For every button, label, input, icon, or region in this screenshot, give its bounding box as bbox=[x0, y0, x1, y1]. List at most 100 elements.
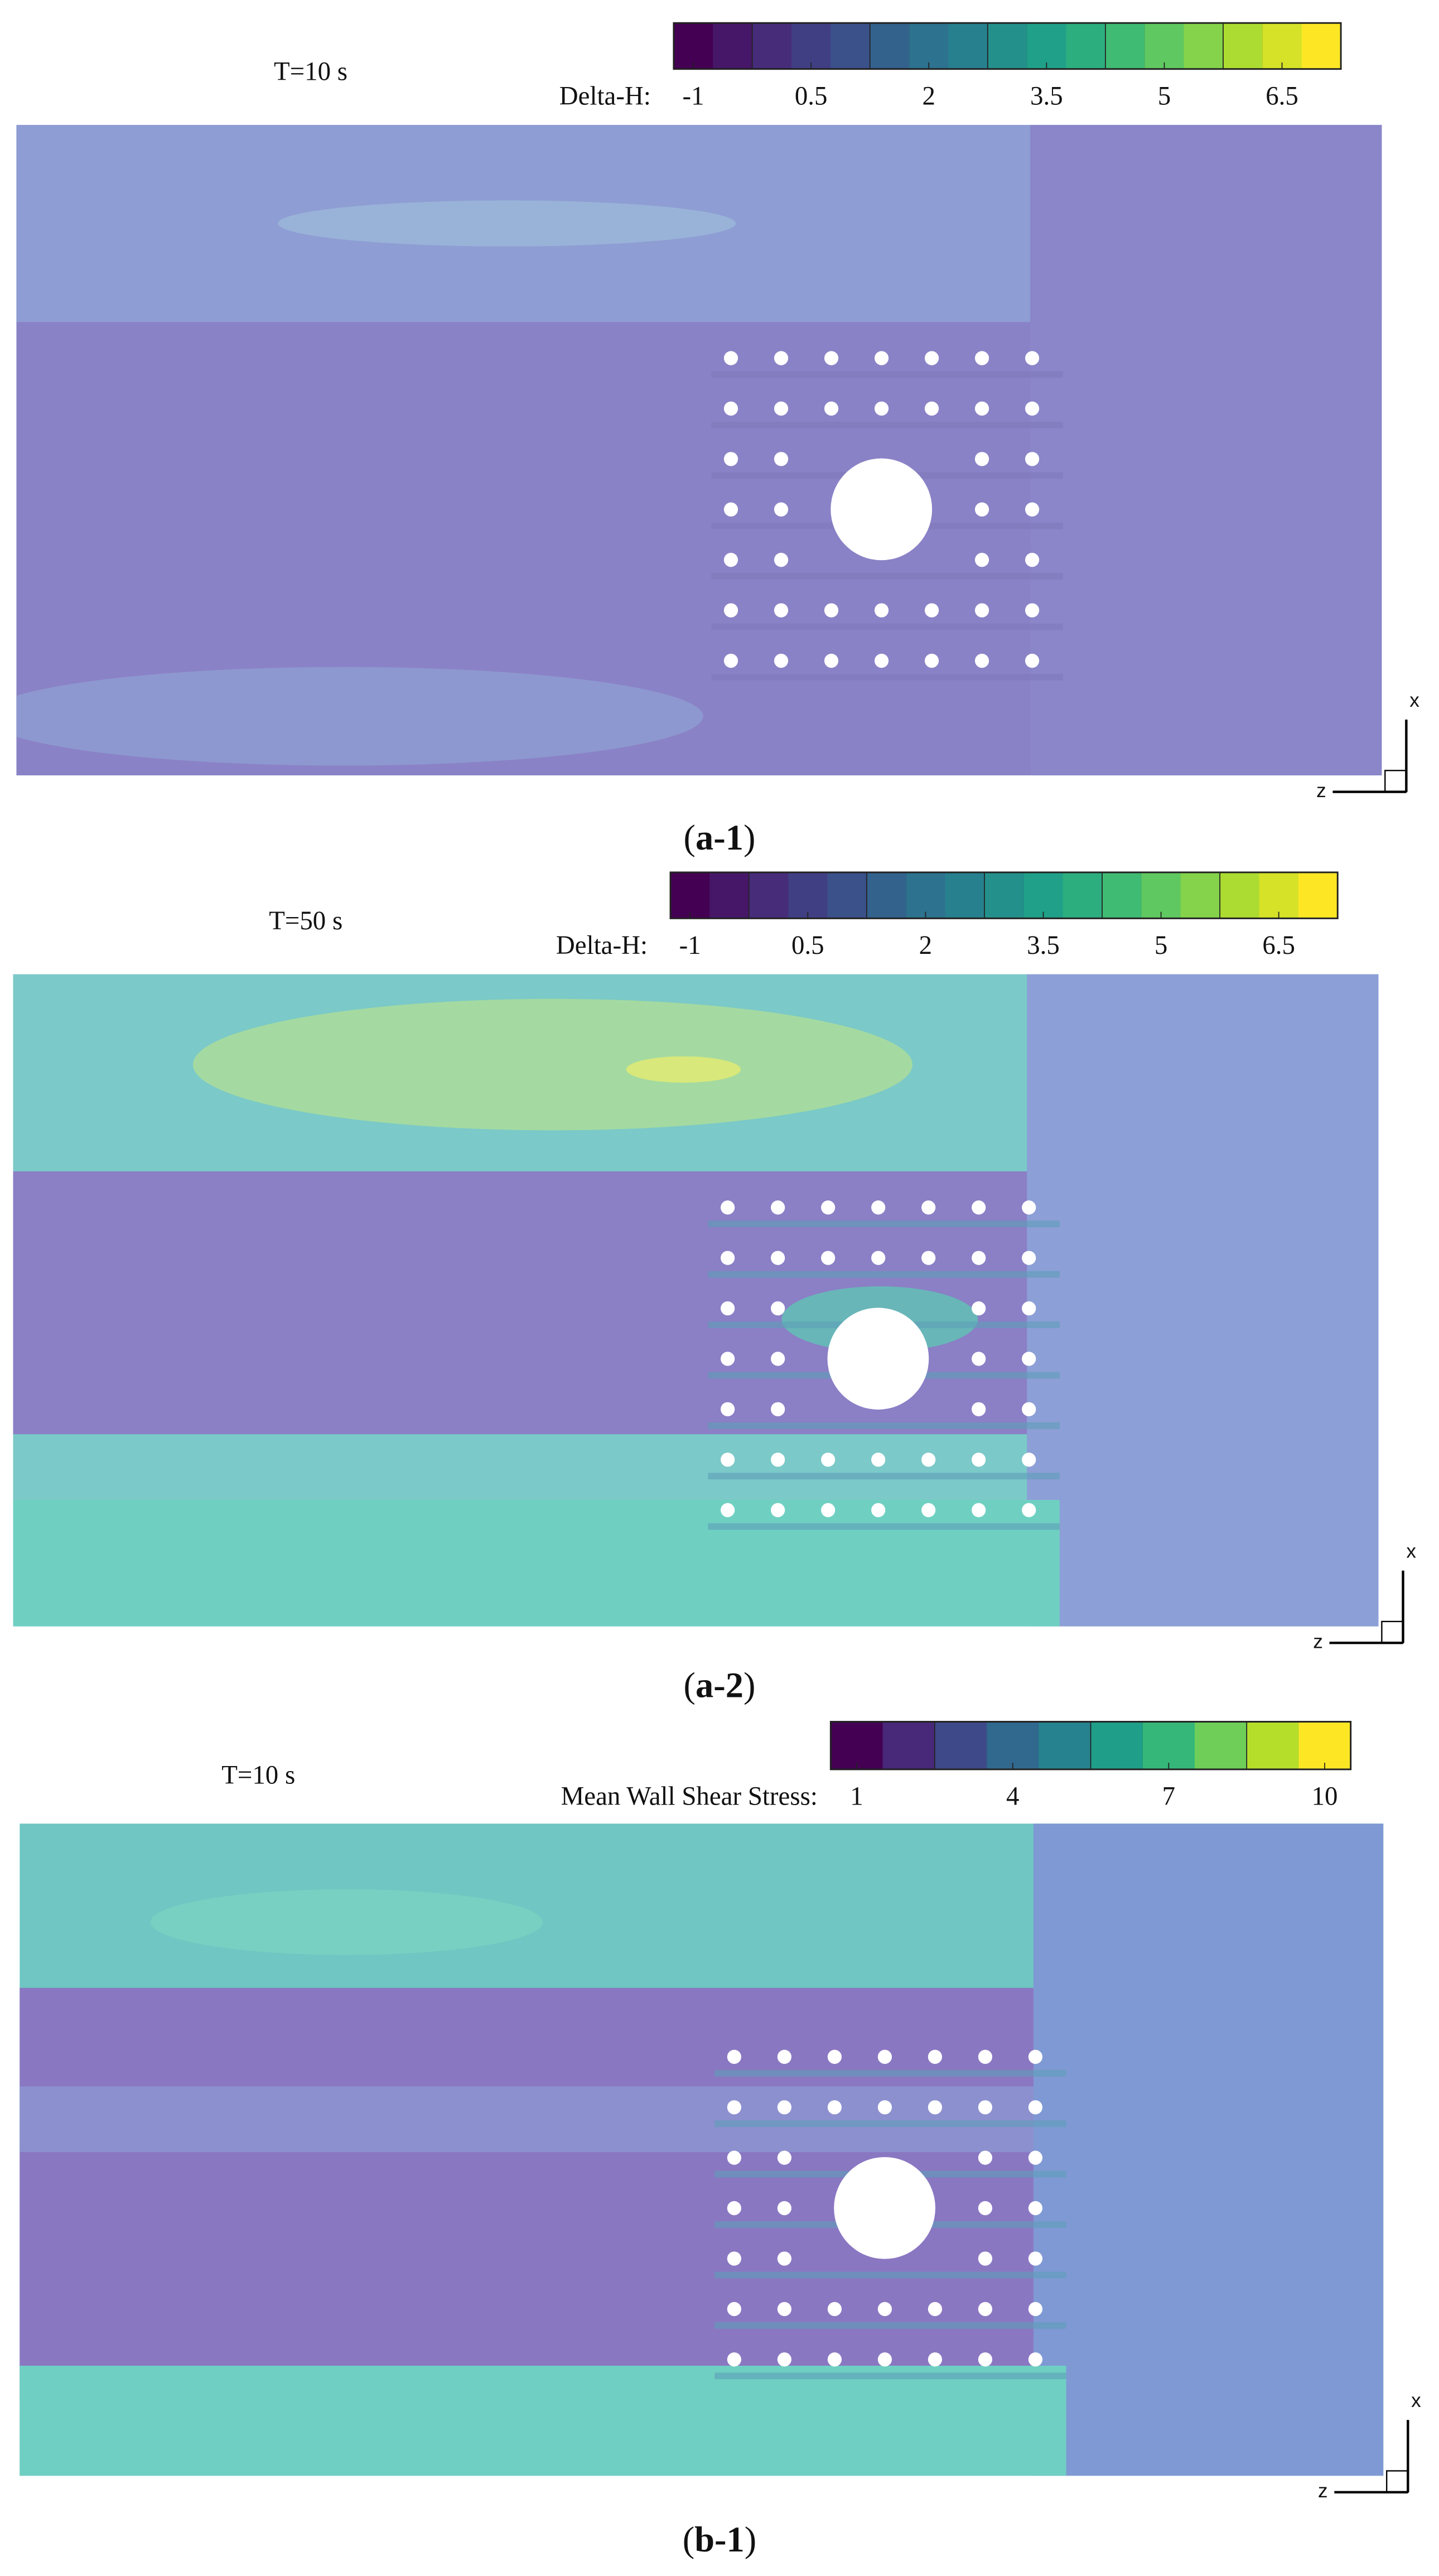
pile bbox=[1025, 603, 1040, 618]
wake-streak bbox=[711, 422, 1063, 428]
pile bbox=[1028, 2302, 1043, 2317]
caption-part: ) bbox=[743, 1665, 755, 1705]
time-label: T=10 s bbox=[221, 1760, 295, 1789]
contour-region bbox=[278, 200, 736, 247]
caption-part: b-1 bbox=[694, 2519, 745, 2559]
colorbar-tick-label: 4 bbox=[1006, 1782, 1019, 1811]
pile bbox=[1022, 1453, 1036, 1467]
pile bbox=[723, 653, 738, 668]
pile bbox=[723, 553, 738, 567]
contour-region bbox=[150, 1889, 543, 1955]
pile bbox=[777, 2201, 792, 2216]
colorbar-tick-label: 6.5 bbox=[1262, 931, 1295, 960]
pile bbox=[721, 1200, 735, 1215]
wake-streak bbox=[714, 2322, 1066, 2329]
caption-part: ) bbox=[743, 817, 755, 857]
pile bbox=[827, 2100, 842, 2115]
colorbar-tick-label: 10 bbox=[1312, 1782, 1338, 1811]
colorbar-label: Delta-H: bbox=[556, 931, 648, 960]
pile bbox=[1025, 351, 1040, 365]
pile bbox=[727, 2201, 741, 2216]
pile bbox=[727, 2251, 741, 2266]
contour-region bbox=[20, 2366, 1066, 2476]
pile bbox=[1022, 1402, 1036, 1417]
pile bbox=[928, 2302, 943, 2317]
colorbar-swatch bbox=[1298, 1721, 1351, 1769]
colorbar-swatch bbox=[1194, 1721, 1248, 1769]
pile bbox=[978, 2201, 993, 2216]
colorbar-swatch bbox=[945, 872, 985, 919]
colorbar-swatch bbox=[948, 23, 988, 69]
pile bbox=[978, 2251, 993, 2266]
axis-box bbox=[1384, 770, 1407, 793]
pile bbox=[974, 603, 989, 618]
pile bbox=[827, 2302, 842, 2317]
pile bbox=[928, 2049, 943, 2064]
time-label: T=10 s bbox=[274, 57, 347, 86]
pile bbox=[777, 2302, 792, 2317]
pile bbox=[974, 452, 989, 466]
wake-streak bbox=[708, 1523, 1060, 1530]
pile bbox=[774, 401, 789, 416]
colorbar-tick-label: 6.5 bbox=[1266, 81, 1298, 110]
pile bbox=[928, 2352, 943, 2367]
pile bbox=[871, 1251, 886, 1265]
colorbar-tick-label: 0.5 bbox=[795, 81, 828, 110]
colorbar-label: Mean Wall Shear Stress: bbox=[561, 1782, 818, 1811]
colorbar-swatch bbox=[882, 1721, 935, 1769]
pile bbox=[874, 351, 889, 365]
colorbar-swatch bbox=[709, 872, 750, 919]
pile bbox=[978, 2100, 993, 2115]
pile bbox=[1028, 2251, 1043, 2266]
axis-box bbox=[1381, 1620, 1404, 1644]
wake-streak bbox=[708, 1221, 1060, 1228]
pile bbox=[1022, 1352, 1036, 1366]
pile bbox=[871, 1453, 886, 1467]
pile bbox=[1025, 653, 1040, 668]
pile bbox=[924, 351, 939, 365]
colorbar-tick-label: 2 bbox=[923, 81, 935, 110]
pile bbox=[771, 1301, 785, 1316]
pile bbox=[1025, 553, 1040, 567]
colorbar-swatch bbox=[869, 22, 910, 70]
pile bbox=[727, 2302, 741, 2317]
pile bbox=[777, 2251, 792, 2266]
pile bbox=[721, 1301, 735, 1316]
pile bbox=[721, 1503, 735, 1517]
wake-streak bbox=[711, 371, 1063, 378]
colorbar-swatch bbox=[1066, 23, 1106, 69]
pile bbox=[1022, 1251, 1036, 1265]
colorbar-swatch bbox=[909, 23, 949, 69]
pile bbox=[777, 2352, 792, 2367]
colorbar-swatch bbox=[1180, 872, 1221, 919]
pile bbox=[1028, 2150, 1043, 2165]
pile bbox=[972, 1251, 986, 1265]
colorbar-swatch bbox=[748, 871, 789, 919]
pile bbox=[924, 653, 939, 668]
pile bbox=[1022, 1301, 1036, 1316]
wake-streak bbox=[714, 2271, 1066, 2279]
pile bbox=[721, 1352, 735, 1366]
pile bbox=[1025, 502, 1040, 517]
colorbar-swatch bbox=[1039, 1721, 1092, 1769]
pile bbox=[921, 1503, 936, 1517]
pile bbox=[824, 653, 839, 668]
pile bbox=[1022, 1503, 1036, 1517]
colorbar-swatch bbox=[1145, 23, 1185, 69]
pile bbox=[924, 401, 939, 416]
contour-plot bbox=[16, 124, 1382, 776]
colorbar-swatch bbox=[670, 872, 711, 919]
pile bbox=[974, 553, 989, 567]
axis-label: z bbox=[1316, 780, 1326, 802]
pile bbox=[874, 401, 889, 416]
pile bbox=[974, 401, 989, 416]
pile bbox=[824, 351, 839, 365]
pile bbox=[721, 1453, 735, 1467]
pile bbox=[972, 1402, 986, 1417]
pile bbox=[972, 1453, 986, 1467]
colorbar-swatch bbox=[1023, 872, 1064, 919]
pile bbox=[727, 2100, 741, 2115]
colorbar-tick-label: 5 bbox=[1158, 81, 1171, 110]
colorbar-tick-label: 5 bbox=[1155, 931, 1167, 960]
